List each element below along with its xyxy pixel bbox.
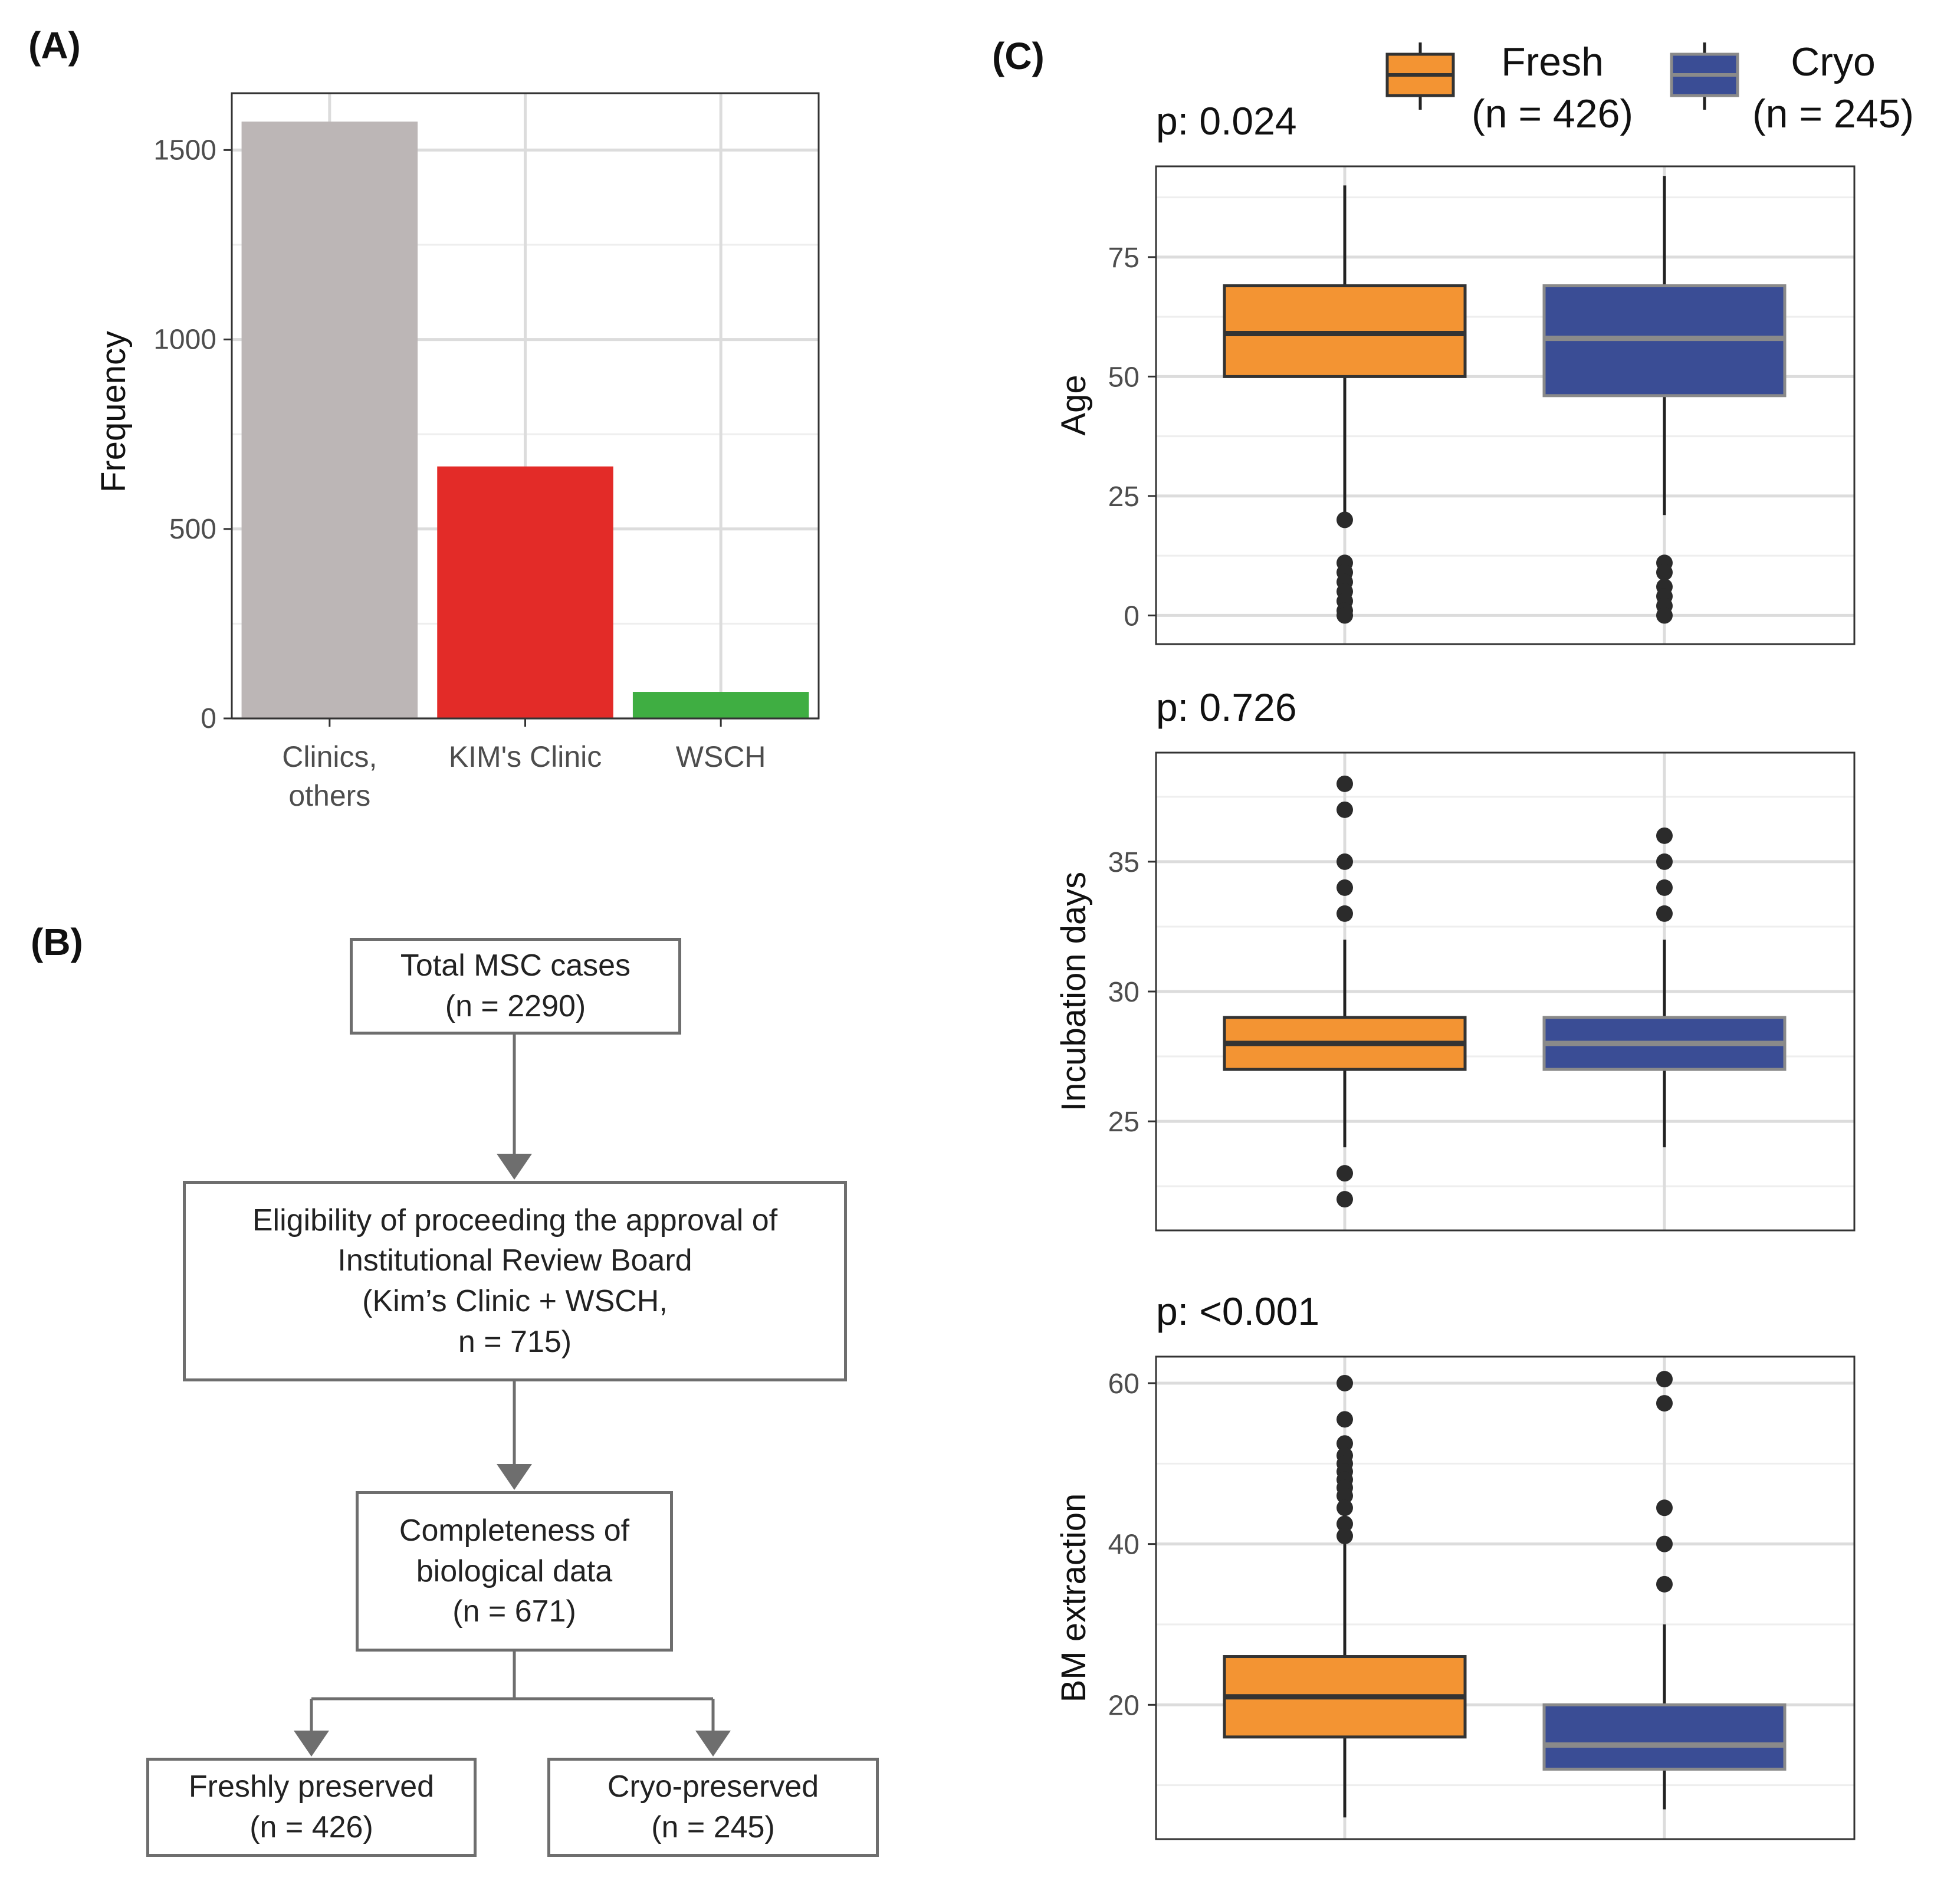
flow-box-cryo: Cryo-preserved (n = 245) [547, 1758, 879, 1857]
panel-label-c: (C) [992, 35, 1045, 77]
chart-a-ytick-label: 1500 [153, 134, 216, 166]
C-incubation-fresh-outlier-point [1336, 1165, 1353, 1182]
C-age-fresh-outlier-point [1336, 511, 1353, 528]
legend-fresh-label: Fresh [1501, 40, 1604, 84]
panel-label-b: (B) [31, 921, 83, 963]
C-age-cryo-outlier-point [1656, 607, 1673, 624]
flow-total-line-2: (n = 2290) [445, 989, 586, 1023]
C-bm-fresh-outlier-point [1336, 1487, 1353, 1504]
flow-fresh-line-1: Freshly preserved [188, 1770, 435, 1804]
C-age-cryo-outlier-point [1656, 564, 1673, 581]
C-age-ytick-label: 25 [1108, 481, 1140, 513]
panel-label-a: (A) [28, 24, 81, 67]
chart-a-ytick-label: 1000 [153, 324, 216, 356]
flow-cryo-line-2: (n = 245) [651, 1810, 775, 1844]
flow-box-fresh: Freshly preserved (n = 426) [146, 1758, 477, 1857]
flow-eligibility-line-1: Eligibility of proceeding the approval o… [252, 1203, 778, 1237]
C-bm-ytick-label: 20 [1108, 1690, 1140, 1721]
C-bm-fresh-outlier-point [1336, 1374, 1353, 1391]
C-age-title: p: 0.024 [1156, 99, 1297, 143]
flow-completeness-line-3: (n = 671) [452, 1594, 576, 1629]
C-bm-cryo-outlier-point [1656, 1575, 1673, 1593]
C-age-frame [1155, 165, 1856, 645]
C-incubation-title: p: 0.726 [1156, 685, 1297, 729]
chart-a-xtick-label: Clinics, [282, 740, 377, 773]
flow-eligibility-line-2: Institutional Review Board [337, 1243, 692, 1278]
C-incubation-ylabel: Incubation days [1055, 872, 1093, 1111]
flow-box-eligibility: Eligibility of proceeding the approval o… [183, 1181, 847, 1381]
C-bm-ytick-label: 40 [1108, 1529, 1140, 1561]
flow-cryo-line-1: Cryo-preserved [607, 1770, 819, 1804]
C-bm-title: p: <0.001 [1156, 1289, 1319, 1333]
chart-a-xtick-label: KIM's Clinic [449, 740, 602, 773]
C-incubation-cryo-outlier-point [1656, 827, 1673, 844]
legend-cryo-label: Cryo [1791, 40, 1876, 84]
C-bm-fresh-outlier-point [1336, 1499, 1353, 1516]
C-age-ytick-label: 50 [1108, 362, 1140, 393]
C-incubation-ytick-label: 30 [1108, 977, 1140, 1008]
flow-eligibility-line-3: (Kim’s Clinic + WSCH, [362, 1284, 668, 1318]
C-incubation-fresh-outlier-point [1336, 879, 1353, 896]
chart-a-xtick-label: others [288, 779, 370, 812]
C-incubation-cryo-outlier-point [1656, 905, 1673, 922]
flow-eligibility-line-4: n = 715) [458, 1324, 572, 1359]
C-incubation-fresh-outlier-point [1336, 1191, 1353, 1208]
flow-fresh-line-2: (n = 426) [249, 1810, 373, 1844]
bar-2 [437, 466, 613, 718]
C-incubation-fresh-outlier-point [1336, 905, 1353, 922]
C-bm-fresh-outlier-point [1336, 1528, 1353, 1545]
C-bm-cryo-outlier-point [1656, 1395, 1673, 1412]
flow-arrow-cryo-head [695, 1731, 731, 1757]
chart-a-xtick-label: WSCH [676, 740, 766, 773]
bar-3 [632, 692, 809, 718]
C-bm-cryo-outlier-point [1656, 1499, 1673, 1516]
C-age-ytick-label: 75 [1108, 242, 1140, 274]
C-incubation-ytick-label: 25 [1108, 1107, 1140, 1138]
C-bm-frame [1155, 1355, 1856, 1840]
C-age-panel [1156, 166, 1854, 644]
flow-box-completeness: Completeness of biological data (n = 671… [356, 1491, 673, 1652]
C-bm-cryo-outlier-point [1656, 1371, 1673, 1388]
flow-arrow-fresh-head [294, 1731, 329, 1757]
flow-total-line-1: Total MSC cases [400, 948, 631, 983]
flow-completeness-line-1: Completeness of [399, 1514, 630, 1548]
C-incubation-fresh-outlier-point [1336, 853, 1353, 870]
C-bm-ylabel: BM extraction [1055, 1493, 1093, 1703]
C-bm-ytick-label: 60 [1108, 1368, 1140, 1400]
C-incubation-ytick-label: 35 [1108, 847, 1140, 878]
chart-a-ytick-label: 500 [169, 514, 216, 545]
C-incubation-fresh-outlier-point [1336, 775, 1353, 792]
flow-completeness-line-2: biological data [416, 1554, 613, 1588]
C-incubation-cryo-outlier-point [1656, 879, 1673, 896]
bar-1 [241, 122, 418, 718]
C-incubation-fresh-outlier-point [1336, 801, 1353, 818]
C-bm-cryo-box [1542, 1703, 1787, 1771]
chart-a-ylabel: Frequency [94, 331, 133, 493]
C-bm-fresh-outlier-point [1336, 1411, 1353, 1428]
C-age-ylabel: Age [1055, 375, 1093, 435]
flow-arrow-1-head [497, 1154, 532, 1180]
C-incubation-cryo-outlier-point [1656, 853, 1673, 870]
legend-fresh-n: (n = 426) [1472, 91, 1633, 136]
C-bm-fresh-outlier-point [1336, 1515, 1353, 1532]
C-age-ytick-label: 0 [1124, 600, 1140, 632]
C-age-fresh-outlier-point [1336, 607, 1353, 624]
legend-cryo-n: (n = 245) [1752, 91, 1914, 136]
flow-box-total: Total MSC cases (n = 2290) [350, 938, 681, 1035]
C-bm-cryo-outlier-point [1656, 1535, 1673, 1552]
chart-a-ytick-label: 0 [201, 703, 216, 734]
C-bm-fresh-outlier-point [1336, 1435, 1353, 1452]
flow-arrow-2-head [497, 1464, 532, 1490]
